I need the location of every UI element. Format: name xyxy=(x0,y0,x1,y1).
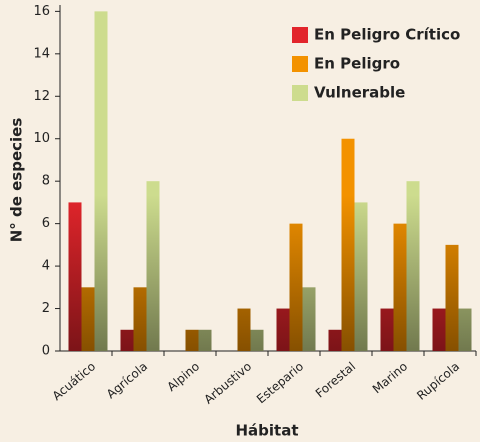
y-tick-label: 2 xyxy=(42,301,50,316)
legend-label: En Peligro Crítico xyxy=(314,26,460,44)
bar xyxy=(354,202,368,351)
legend-swatch xyxy=(292,27,308,43)
bar xyxy=(276,308,290,351)
bar xyxy=(445,244,459,351)
y-tick-label: 16 xyxy=(33,4,50,19)
y-axis-label: N° de especies xyxy=(8,118,26,243)
bar xyxy=(406,181,420,351)
x-tick-label: Acuático xyxy=(50,359,98,403)
y-tick-label: 6 xyxy=(42,216,50,231)
y-tick-label: 10 xyxy=(33,131,50,146)
y-tick-label: 14 xyxy=(33,46,50,61)
bar xyxy=(341,138,355,351)
legend-label: Vulnerable xyxy=(314,84,405,102)
y-tick-label: 8 xyxy=(42,174,50,189)
bar xyxy=(302,287,316,351)
legend-swatch xyxy=(292,56,308,72)
x-tick-label: Forestal xyxy=(313,359,358,400)
bar xyxy=(250,329,264,351)
bar xyxy=(289,223,303,351)
y-tick-label: 4 xyxy=(42,259,50,274)
x-tick-label: Alpino xyxy=(164,359,202,394)
bar xyxy=(393,223,407,351)
legend-label: En Peligro xyxy=(314,55,400,73)
bar xyxy=(185,329,199,351)
bar xyxy=(81,287,95,351)
bar xyxy=(328,329,342,351)
bar xyxy=(380,308,394,351)
x-tick-label: Agrícola xyxy=(104,359,150,401)
bar xyxy=(68,202,82,351)
bar xyxy=(237,308,251,351)
bar xyxy=(94,11,108,351)
bar xyxy=(133,287,147,351)
bar xyxy=(198,329,212,351)
legend-swatch xyxy=(292,85,308,101)
x-tick-label: Estepario xyxy=(254,359,306,406)
bar xyxy=(146,181,160,351)
y-tick-label: 12 xyxy=(33,89,50,104)
x-tick-label: Marino xyxy=(370,359,410,396)
x-tick-label: Arbustivo xyxy=(201,359,254,406)
y-tick-label: 0 xyxy=(42,344,50,359)
bar xyxy=(120,329,134,351)
bar xyxy=(458,308,472,351)
x-tick-label: Rupícola xyxy=(414,359,462,402)
x-axis-label: Hábitat xyxy=(235,422,298,440)
bar xyxy=(432,308,446,351)
